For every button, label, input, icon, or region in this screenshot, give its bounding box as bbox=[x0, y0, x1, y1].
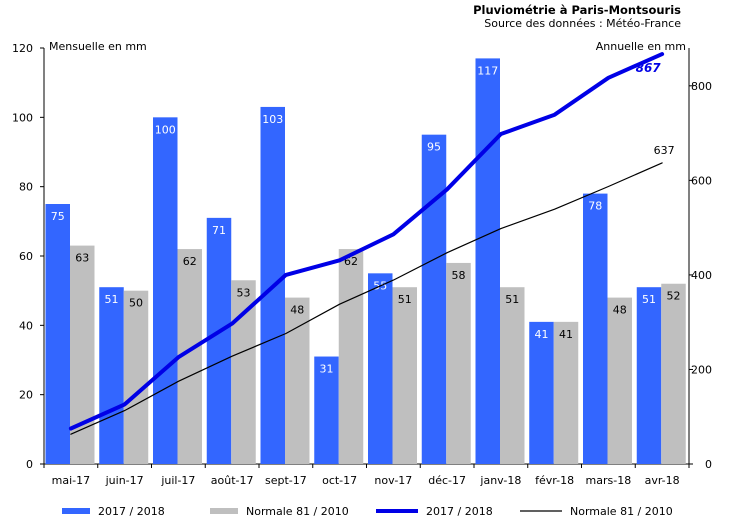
bar-normale-label: 58 bbox=[452, 269, 466, 282]
bar-2017-2018 bbox=[314, 356, 339, 464]
bar-2017-2018-label: 41 bbox=[535, 328, 549, 341]
right-tick-label: 0 bbox=[705, 458, 712, 471]
bar-normale bbox=[123, 290, 149, 464]
right-tick-label: 400 bbox=[691, 269, 712, 282]
x-tick-label: sept-17 bbox=[265, 474, 307, 487]
bar-2017-2018 bbox=[421, 134, 447, 464]
line-normale-end-label: 637 bbox=[654, 144, 675, 157]
x-tick-label: mars-18 bbox=[586, 474, 632, 487]
bar-normale bbox=[338, 249, 364, 464]
right-tick-label: 600 bbox=[691, 174, 712, 187]
bar-2017-2018 bbox=[206, 217, 232, 464]
bar-normale bbox=[607, 297, 632, 464]
bar-2017-2018 bbox=[153, 117, 178, 464]
bar-2017-2018 bbox=[368, 273, 393, 464]
x-tick-label: oct-17 bbox=[322, 474, 357, 487]
left-tick-label: 120 bbox=[12, 42, 33, 55]
legend-swatch bbox=[210, 508, 238, 514]
x-tick-label: août-17 bbox=[211, 474, 254, 487]
bar-normale bbox=[70, 245, 95, 464]
bar-2017-2018 bbox=[529, 321, 554, 464]
bar-2017-2018-label: 78 bbox=[588, 200, 602, 213]
bar-2017-2018 bbox=[636, 287, 662, 464]
bar-normale bbox=[553, 321, 579, 464]
bar-2017-2018-label: 103 bbox=[262, 113, 283, 126]
bar-normale-label: 51 bbox=[505, 293, 519, 306]
bar-2017-2018 bbox=[475, 58, 500, 465]
x-tick-label: nov-17 bbox=[374, 474, 412, 487]
bar-2017-2018-label: 51 bbox=[105, 293, 119, 306]
legend: 2017 / 2018 Normale 81 / 2010 2017 / 2018 N… bbox=[62, 505, 673, 518]
bar-normale-label: 48 bbox=[613, 304, 627, 317]
left-tick-label: 60 bbox=[19, 250, 33, 263]
left-tick-label: 100 bbox=[12, 111, 33, 124]
left-tick-label: 20 bbox=[19, 389, 33, 402]
legend-label: Normale 81 / 2010 bbox=[246, 505, 349, 518]
left-tick-label: 0 bbox=[26, 458, 33, 471]
chart-subtitle: Source des données : Météo-France bbox=[484, 17, 681, 30]
bar-normale bbox=[285, 297, 310, 464]
bar-normale bbox=[500, 287, 525, 464]
chart-title: Pluviométrie à Paris-Montsouris bbox=[473, 3, 681, 17]
bar-normale-label: 62 bbox=[183, 255, 197, 268]
bar-2017-2018-label: 71 bbox=[212, 224, 226, 237]
bar-2017-2018-label: 117 bbox=[477, 64, 498, 77]
lines-group: 867 637 bbox=[68, 52, 675, 435]
x-tick-label: févr-18 bbox=[535, 474, 574, 487]
bar-normale-label: 53 bbox=[237, 286, 251, 299]
x-tick-label: juil-17 bbox=[160, 474, 195, 487]
line-normale bbox=[70, 162, 663, 435]
bar-normale bbox=[446, 262, 471, 464]
bar-normale-label: 50 bbox=[129, 297, 143, 310]
bar-2017-2018-label: 51 bbox=[642, 293, 656, 306]
bar-2017-2018-label: 75 bbox=[51, 210, 65, 223]
bar-2017-2018-label: 100 bbox=[155, 123, 176, 136]
axes: 0 20 40 60 80 100 120 0 200 400 600 800 mai-17 juin-1… bbox=[12, 42, 712, 487]
bar-normale-label: 63 bbox=[75, 252, 89, 265]
bar-2017-2018-label: 31 bbox=[320, 363, 334, 376]
left-tick-label: 80 bbox=[19, 181, 33, 194]
bar-2017-2018 bbox=[583, 193, 608, 464]
line-2017-2018-end-label: 867 bbox=[636, 61, 662, 75]
right-tick-label: 800 bbox=[691, 80, 712, 93]
x-tick-label: mai-17 bbox=[52, 474, 90, 487]
bar-2017-2018 bbox=[99, 287, 124, 464]
bar-normale bbox=[661, 283, 686, 464]
x-tick-label: avr-18 bbox=[645, 474, 680, 487]
bar-normale-label: 41 bbox=[559, 328, 573, 341]
bar-normale-label: 48 bbox=[290, 304, 304, 317]
legend-label: 2017 / 2018 bbox=[98, 505, 165, 518]
x-tick-label: juin-17 bbox=[105, 474, 144, 487]
right-tick-label: 200 bbox=[691, 363, 712, 376]
bar-normale-label: 51 bbox=[398, 293, 412, 306]
x-tick-label: janv-18 bbox=[479, 474, 521, 487]
bar-normale-label: 52 bbox=[667, 290, 681, 303]
legend-label: 2017 / 2018 bbox=[426, 505, 493, 518]
left-tick-label: 40 bbox=[19, 319, 33, 332]
left-axis-label: Mensuelle en mm bbox=[49, 40, 147, 53]
bar-2017-2018-label: 95 bbox=[427, 141, 441, 154]
bars-group: 7551100711033155951174178516350625348625… bbox=[45, 58, 686, 465]
bar-2017-2018 bbox=[45, 204, 70, 464]
legend-label: Normale 81 / 2010 bbox=[570, 505, 673, 518]
bar-normale bbox=[392, 287, 417, 464]
line-2017-2018 bbox=[68, 52, 665, 431]
x-tick-label: déc-17 bbox=[428, 474, 466, 487]
right-axis-label: Annuelle en mm bbox=[596, 40, 686, 53]
legend-swatch bbox=[62, 508, 90, 514]
